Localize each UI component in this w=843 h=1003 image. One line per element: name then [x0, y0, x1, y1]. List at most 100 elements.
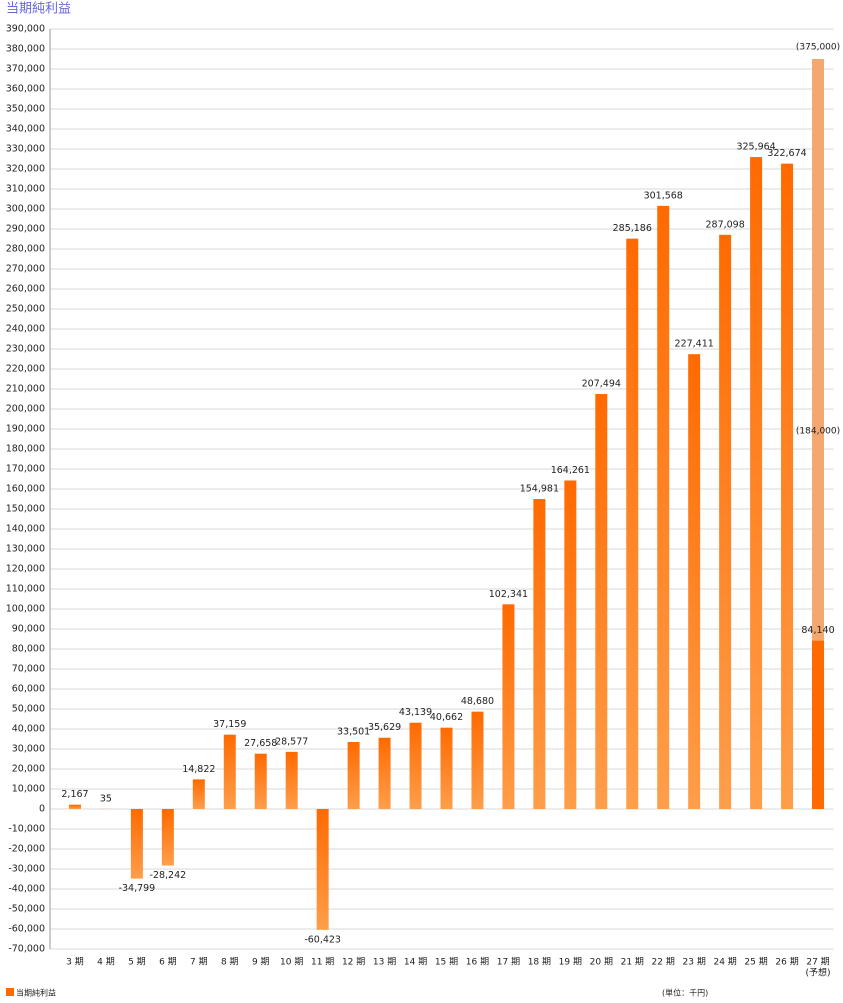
value-label: 102,341 — [489, 589, 528, 600]
x-tick-label: 6 期 — [159, 957, 177, 968]
bar — [533, 499, 545, 809]
y-tick-label: 260,000 — [6, 284, 45, 295]
value-label: -60,423 — [304, 934, 341, 945]
bar — [286, 752, 298, 809]
x-tick-label: 25 期 — [744, 957, 767, 968]
bar — [379, 738, 391, 809]
y-tick-label: 240,000 — [6, 324, 45, 335]
y-tick-label: 210,000 — [6, 384, 45, 395]
bar — [719, 235, 731, 809]
value-label: (375,000) — [796, 43, 840, 53]
y-tick-label: 330,000 — [6, 144, 45, 155]
x-tick-label: 3 期 — [66, 957, 84, 968]
x-tick-label: 8 期 — [221, 957, 239, 968]
unit-note: (単位：千円) — [662, 988, 708, 998]
legend-label: 当期純利益 — [16, 988, 56, 998]
value-label: 322,674 — [767, 148, 806, 159]
y-tick-label: 10,000 — [12, 784, 45, 795]
x-tick-label: 27 期 — [806, 957, 829, 968]
value-label: 35,629 — [368, 722, 401, 733]
value-label: 2,167 — [61, 789, 88, 800]
value-label: 84,140 — [801, 625, 834, 636]
bar — [595, 394, 607, 809]
bar — [688, 354, 700, 809]
x-tick-label: 9 期 — [252, 957, 270, 968]
y-tick-label: 60,000 — [12, 684, 45, 695]
value-label: -28,242 — [150, 870, 187, 881]
value-label: 164,261 — [551, 465, 590, 476]
y-tick-label: 70,000 — [12, 664, 45, 675]
y-tick-label: 30,000 — [12, 744, 45, 755]
y-tick-label: 20,000 — [12, 764, 45, 775]
value-label: 35 — [100, 793, 112, 804]
y-tick-label: 250,000 — [6, 304, 45, 315]
y-tick-label: 180,000 — [6, 444, 45, 455]
bar — [502, 604, 514, 809]
x-tick-label: 7 期 — [190, 957, 208, 968]
y-tick-label: -10,000 — [8, 824, 45, 835]
bar — [750, 157, 762, 809]
y-tick-label: 170,000 — [6, 464, 45, 475]
bar — [564, 480, 576, 809]
x-tick-label: 5 期 — [128, 957, 146, 968]
chart-title: 当期純利益 — [6, 2, 71, 17]
x-tick-label: 26 期 — [775, 957, 798, 968]
y-tick-label: 300,000 — [6, 204, 45, 215]
y-tick-label: 350,000 — [6, 104, 45, 115]
x-tick-label: 24 期 — [713, 957, 736, 968]
x-tick-label: 11 期 — [311, 957, 334, 968]
bar — [193, 779, 205, 809]
bar — [471, 712, 483, 809]
y-tick-label: 320,000 — [6, 164, 45, 175]
y-tick-label: 390,000 — [6, 24, 45, 35]
x-tick-label: 18 期 — [528, 957, 551, 968]
bar — [69, 805, 81, 809]
y-tick-label: 370,000 — [6, 64, 45, 75]
value-label: 14,822 — [182, 764, 215, 775]
y-tick-label: 340,000 — [6, 124, 45, 135]
y-tick-label: 120,000 — [6, 564, 45, 575]
bar — [410, 723, 422, 809]
bar — [812, 641, 824, 809]
value-label: 207,494 — [582, 379, 621, 390]
y-tick-label: -60,000 — [8, 924, 45, 935]
value-label: 227,411 — [675, 339, 714, 350]
x-tick-label: 23 期 — [683, 957, 706, 968]
value-label: 27,658 — [244, 738, 277, 749]
bar — [131, 809, 143, 879]
y-tick-label: 150,000 — [6, 504, 45, 515]
bar — [255, 754, 267, 809]
y-tick-label: 380,000 — [6, 44, 45, 55]
bar — [657, 206, 669, 809]
y-tick-label: -50,000 — [8, 904, 45, 915]
value-label: 301,568 — [644, 190, 683, 201]
x-tick-label: 19 期 — [559, 957, 582, 968]
bar — [441, 728, 453, 809]
bar — [781, 164, 793, 809]
legend-swatch — [6, 988, 14, 996]
value-label: 37,159 — [213, 719, 246, 730]
value-label: -34,799 — [119, 883, 156, 894]
x-tick-label: 14 期 — [404, 957, 427, 968]
y-tick-label: 80,000 — [12, 644, 45, 655]
y-tick-label: 230,000 — [6, 344, 45, 355]
y-tick-label: 190,000 — [6, 424, 45, 435]
y-tick-label: -40,000 — [8, 884, 45, 895]
y-tick-label: 200,000 — [6, 404, 45, 415]
bar — [348, 742, 360, 809]
value-label: 28,577 — [275, 736, 308, 747]
x-tick-label: 10 期 — [280, 957, 303, 968]
y-tick-label: 140,000 — [6, 524, 45, 535]
value-label: 285,186 — [613, 223, 652, 234]
y-tick-label: 50,000 — [12, 704, 45, 715]
x-tick-label: 4 期 — [97, 957, 115, 968]
forecast-label: (184,000) — [796, 427, 840, 437]
y-tick-label: 110,000 — [6, 584, 45, 595]
y-tick-label: -30,000 — [8, 864, 45, 875]
value-label: 48,680 — [461, 696, 494, 707]
y-tick-label: 220,000 — [6, 364, 45, 375]
bar — [626, 239, 638, 809]
x-tick-label: 17 期 — [497, 957, 520, 968]
y-tick-label: 100,000 — [6, 604, 45, 615]
